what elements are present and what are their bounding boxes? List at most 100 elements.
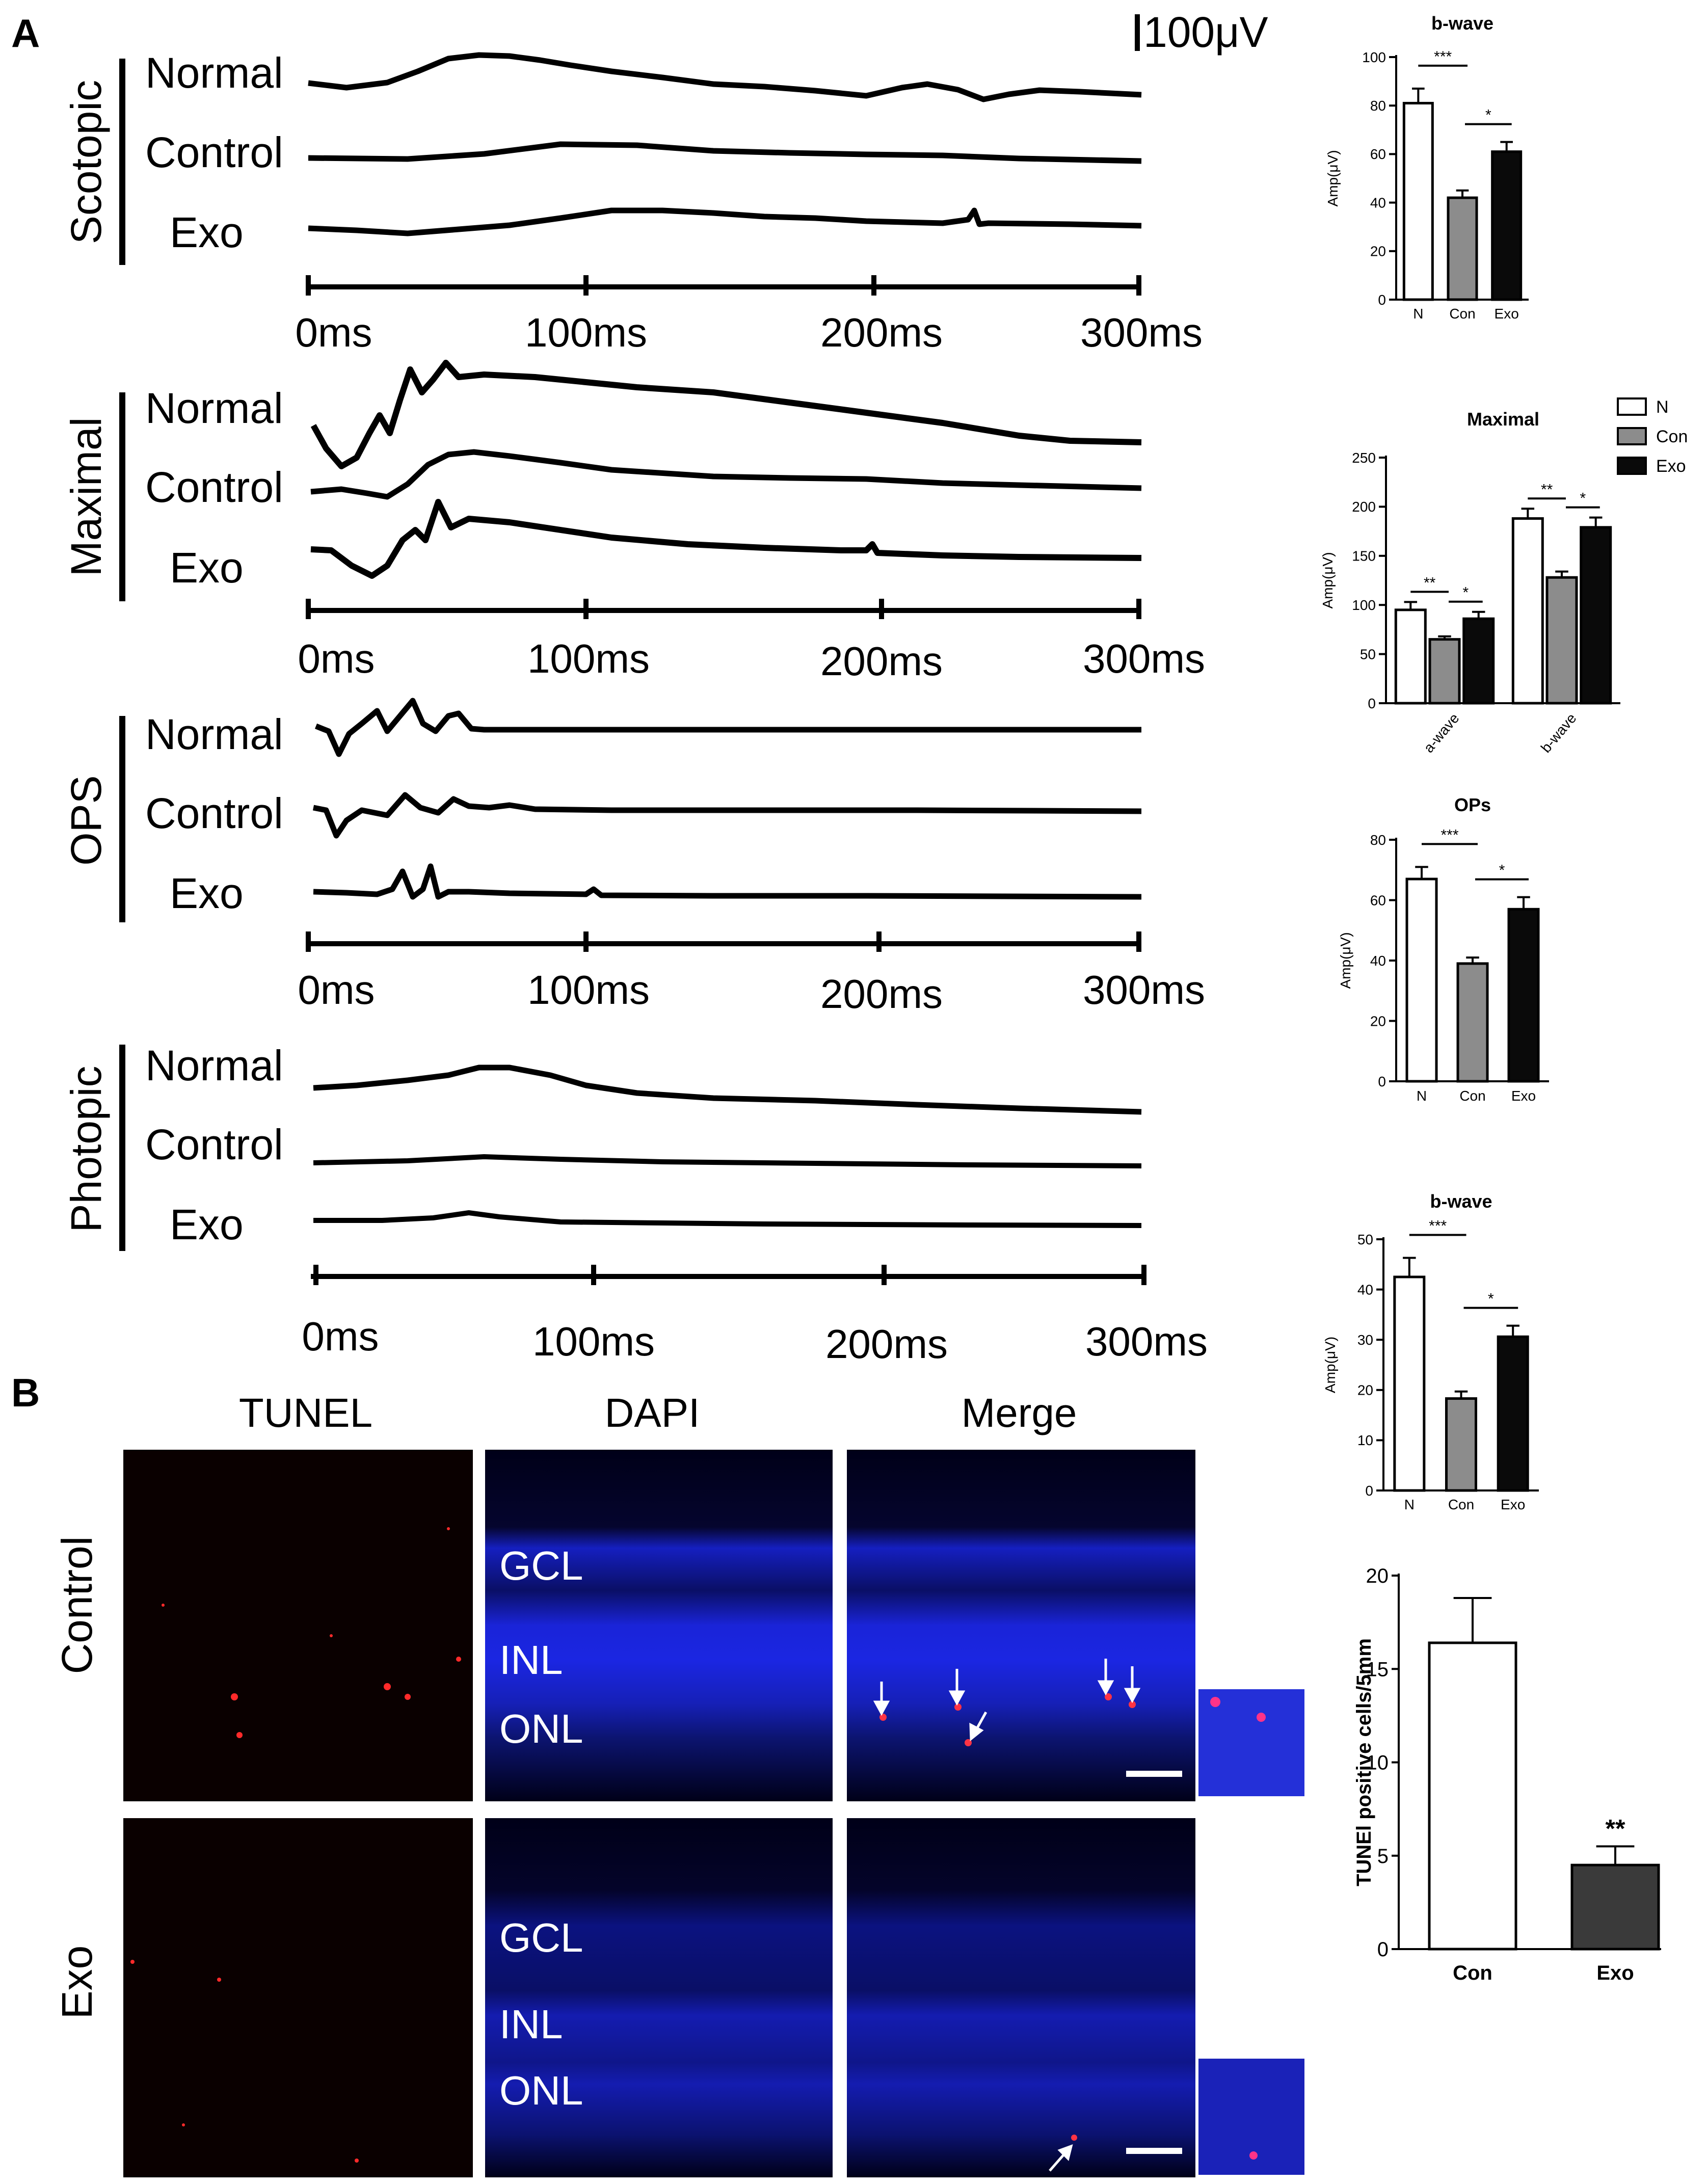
- trace-exo: [310, 499, 1142, 579]
- y-axis-label: TUNEl positive cells/5mm: [1353, 1638, 1375, 1886]
- panel-a-label: A: [11, 11, 40, 56]
- micrograph-tunel-control: [123, 1450, 473, 1801]
- chart-title: Maximal: [1467, 409, 1539, 430]
- column-title-dapi: DAPI: [605, 1390, 700, 1435]
- x-tick-label: a-wave: [1421, 710, 1462, 756]
- y-tick-label: 80: [1370, 98, 1386, 114]
- row-label-exo: Exo: [53, 1946, 101, 2019]
- micrograph-dapi-control: [485, 1450, 833, 1801]
- layer-label-inl: INL: [499, 1637, 563, 1683]
- micrograph-tunel-exo: [123, 1818, 473, 2177]
- x-tick-label: N: [1413, 306, 1423, 322]
- group-label: OPS: [62, 775, 110, 865]
- y-tick-label: 200: [1352, 499, 1376, 515]
- time-tick-label: 100ms: [527, 636, 650, 681]
- tunel-signal-dots: [130, 1960, 359, 2163]
- significance-label: *: [1463, 584, 1469, 601]
- y-axis-label: Amp(μV): [1320, 552, 1336, 608]
- significance-label: *: [1488, 1291, 1494, 1308]
- y-tick-label: 40: [1370, 195, 1386, 210]
- trace-label-normal: Normal: [145, 1042, 283, 1089]
- trace-control: [310, 449, 1142, 500]
- time-tick-label: 200ms: [820, 310, 943, 355]
- time-tick-label: 200ms: [820, 638, 943, 684]
- y-tick-label: 20: [1357, 1382, 1373, 1398]
- layer-label-onl: ONL: [499, 2068, 583, 2113]
- erg-group-scotopic: Scotopic Normal Control Exo 0ms 100ms 20…: [62, 49, 1203, 355]
- bar-con: [1456, 962, 1489, 1083]
- significance-label: *: [1580, 490, 1586, 507]
- y-tick-label: 0: [1377, 1938, 1389, 1961]
- time-tick-label: 100ms: [525, 310, 647, 355]
- group-label: Maximal: [62, 417, 110, 577]
- inset-zoom-control: [1198, 1689, 1304, 1796]
- y-tick-label: 60: [1370, 146, 1386, 162]
- tunel-signal-dots: [162, 1527, 461, 1738]
- x-tick-label: Con: [1449, 306, 1475, 322]
- legend-swatch: [1617, 427, 1647, 445]
- x-tick-label: Con: [1459, 1088, 1485, 1104]
- bar-exo: [1497, 1335, 1529, 1492]
- bar-con: [1445, 1397, 1477, 1492]
- y-tick-label: 60: [1370, 892, 1386, 908]
- time-tick-label: 0ms: [298, 636, 375, 681]
- trace-control: [312, 792, 1142, 839]
- time-tick-label: 0ms: [295, 310, 372, 355]
- scale-bar-label: 100μV: [1143, 8, 1268, 56]
- trace-control: [308, 141, 1142, 164]
- erg-group-ops: OPS Normal Control Exo 0ms 100ms 200ms 3…: [62, 698, 1205, 1017]
- y-axis-label: Amp(μV): [1338, 932, 1353, 989]
- y-tick-label: 20: [1370, 1013, 1386, 1029]
- significance-label: **: [1541, 481, 1553, 498]
- bar-n: [1394, 608, 1427, 705]
- legend-label: N: [1656, 397, 1669, 417]
- time-tick-label: 0ms: [302, 1314, 379, 1359]
- y-tick-label: 10: [1366, 1752, 1389, 1774]
- layer-label-gcl: GCL: [499, 1915, 583, 1960]
- bar-con: [1447, 196, 1478, 301]
- significance-label: **: [1606, 1814, 1625, 1843]
- time-tick-label: 0ms: [298, 967, 375, 1013]
- y-tick-label: 30: [1357, 1332, 1373, 1348]
- row-label-control: Control: [53, 1536, 101, 1674]
- trace-label-control: Control: [145, 128, 283, 176]
- trace-label-normal: Normal: [145, 710, 283, 758]
- layer-label-onl: ONL: [499, 1706, 583, 1751]
- significance-label: *: [1499, 862, 1505, 879]
- y-axis-label: Amp(μV): [1322, 1337, 1338, 1393]
- legend-swatch: [1617, 457, 1647, 475]
- y-tick-label: 40: [1357, 1282, 1373, 1297]
- chart-title: b-wave: [1430, 1191, 1492, 1212]
- y-axis-label: Amp(μV): [1325, 150, 1341, 206]
- bar-n: [1405, 877, 1438, 1083]
- significance-label: **: [1424, 574, 1436, 591]
- chart-title: OPs: [1454, 794, 1491, 815]
- trace-label-control: Control: [145, 1121, 283, 1168]
- trace-label-control: Control: [145, 789, 283, 837]
- scale-bar: [1126, 1771, 1182, 1777]
- time-tick-label: 300ms: [1083, 967, 1205, 1013]
- x-tick-label: Exo: [1495, 306, 1519, 322]
- x-tick-label: Exo: [1596, 1962, 1634, 1984]
- x-tick-label: Con: [1453, 1962, 1492, 1984]
- y-tick-label: 250: [1352, 450, 1376, 466]
- y-tick-label: 0: [1368, 696, 1376, 711]
- erg-group-maximal: Maximal Normal Control Exo 0ms 100ms 200…: [62, 360, 1205, 684]
- bar-n: [1511, 517, 1544, 705]
- y-tick-label: 40: [1370, 953, 1386, 969]
- time-tick-label: 100ms: [532, 1319, 655, 1364]
- time-tick-label: 300ms: [1080, 310, 1203, 355]
- micrograph-merge-exo: [847, 1818, 1195, 2177]
- inset-signal-dot: [1257, 1713, 1266, 1722]
- trace-control: [313, 1154, 1142, 1168]
- scale-bar: [1126, 2148, 1182, 2154]
- trace-normal: [314, 698, 1141, 757]
- y-tick-label: 10: [1357, 1432, 1373, 1448]
- bar-con: [1428, 1641, 1517, 1951]
- group-label: Photopic: [62, 1066, 110, 1233]
- time-tick-label: 300ms: [1083, 636, 1205, 681]
- trace-exo: [308, 207, 1142, 236]
- bar-exo: [1462, 617, 1495, 705]
- arrow-icon: [873, 1659, 1141, 1742]
